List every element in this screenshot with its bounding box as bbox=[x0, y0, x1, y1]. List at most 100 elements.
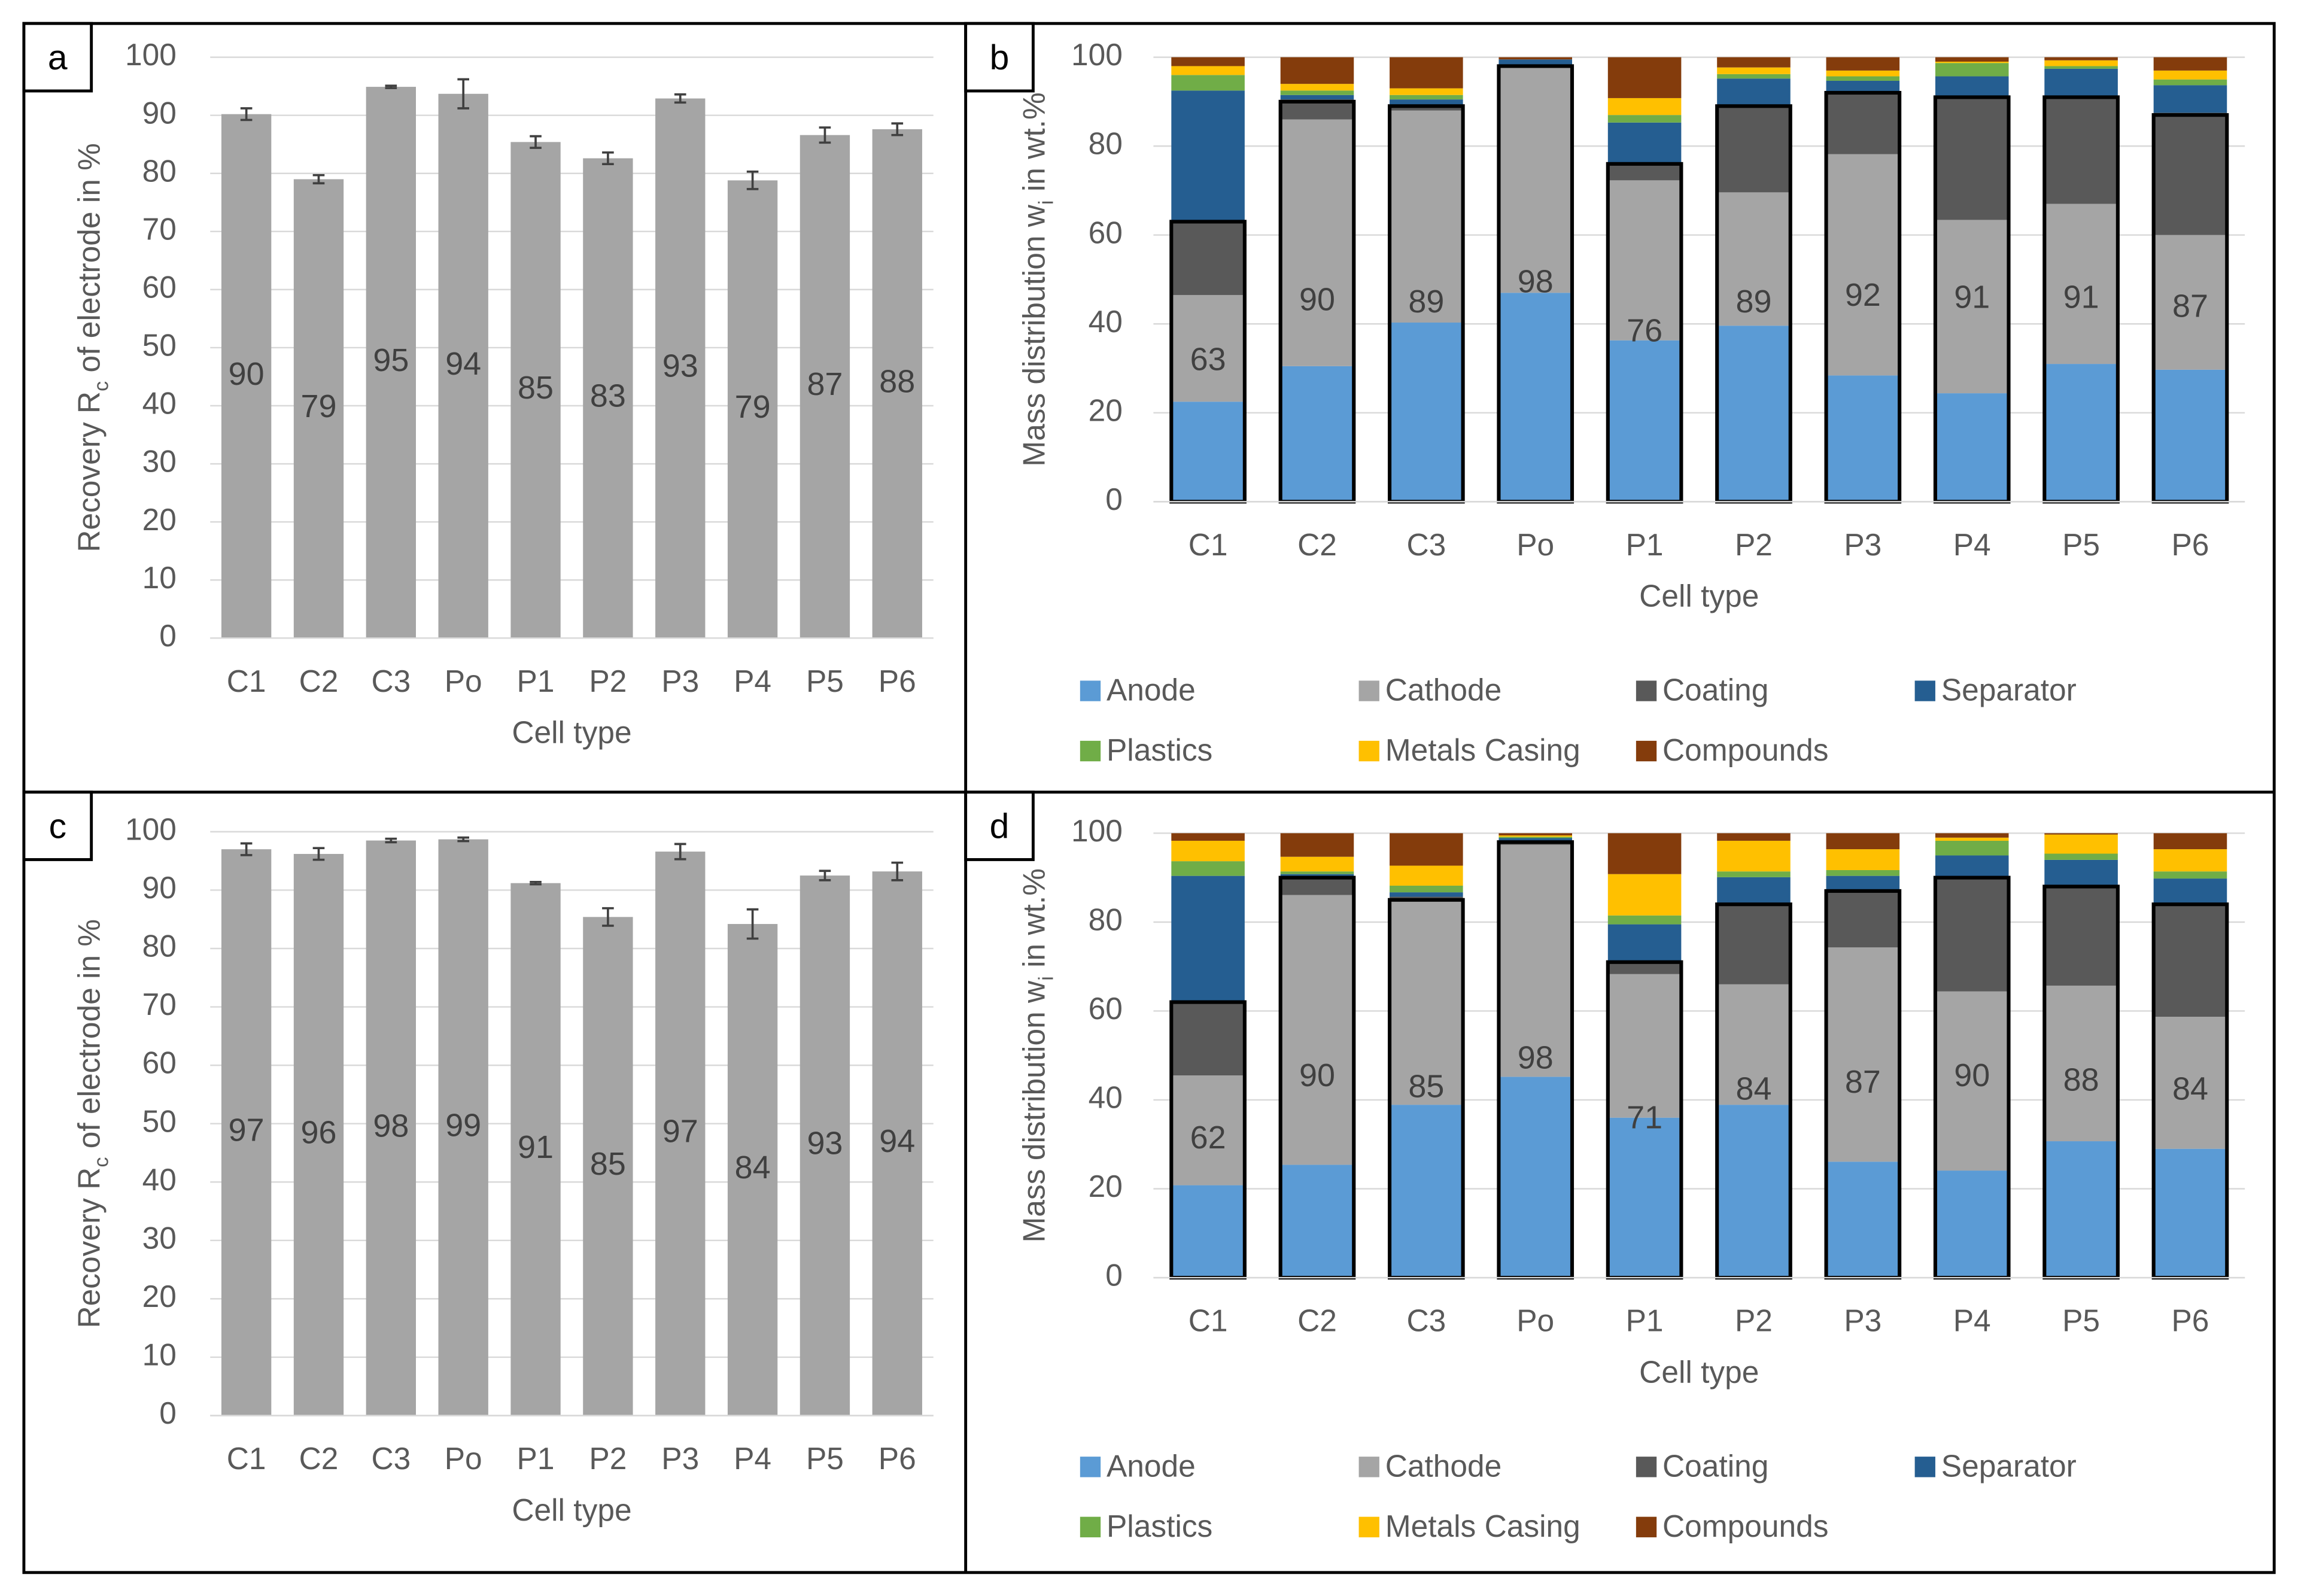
bar-segment bbox=[1171, 57, 1245, 66]
x-tick-label: C2 bbox=[1297, 1303, 1337, 1338]
error-bar bbox=[746, 170, 759, 190]
bar-segment bbox=[1826, 57, 1900, 71]
bar bbox=[438, 93, 488, 639]
x-tick-label: P3 bbox=[1844, 1303, 1881, 1338]
bar-segment bbox=[1826, 849, 1900, 870]
bar-segment bbox=[1607, 165, 1682, 181]
bar-segment bbox=[1826, 870, 1900, 876]
legend-swatch bbox=[1636, 1457, 1657, 1478]
y-tick-label: 20 bbox=[1089, 1169, 1123, 1203]
bar-segment bbox=[1171, 90, 1245, 222]
y-axis-label: Mass distribution wi in wt.% bbox=[1016, 868, 1057, 1242]
bar bbox=[438, 839, 488, 1416]
bar-segment bbox=[1280, 90, 1354, 95]
bar bbox=[510, 883, 561, 1416]
bar-segment bbox=[2153, 57, 2227, 71]
y-axis-label-part: c bbox=[90, 1157, 113, 1168]
bar-segment bbox=[1171, 875, 1245, 1002]
y-tick-label: 20 bbox=[1089, 393, 1123, 427]
x-tick-label: C3 bbox=[1406, 1303, 1446, 1338]
bar-segment bbox=[1390, 57, 1463, 89]
total-label: 91 bbox=[2063, 279, 2099, 315]
total-label: 90 bbox=[1954, 1057, 1990, 1093]
bar-segment bbox=[1390, 99, 1463, 107]
bar-segment bbox=[1390, 95, 1463, 100]
legend-label: Separator bbox=[1941, 673, 2077, 707]
data-label: 97 bbox=[662, 1114, 698, 1150]
bar-segment bbox=[1390, 323, 1463, 502]
data-label: 98 bbox=[373, 1108, 409, 1144]
total-label: 90 bbox=[1299, 1057, 1335, 1093]
x-tick-label: P3 bbox=[661, 664, 699, 698]
data-label: 79 bbox=[301, 388, 337, 424]
legend-label: Anode bbox=[1107, 1448, 1196, 1483]
bar bbox=[366, 87, 417, 639]
bar-segment bbox=[2044, 886, 2118, 986]
legend-label: Metals Casing bbox=[1385, 732, 1580, 767]
bar-segment bbox=[1390, 110, 1463, 323]
bar bbox=[293, 179, 344, 639]
bar-segment bbox=[2153, 849, 2227, 872]
bar-segment bbox=[1280, 119, 1354, 366]
bar-segment bbox=[1935, 393, 2009, 502]
bar-segment bbox=[1935, 57, 2009, 62]
x-tick-label: P5 bbox=[2062, 1303, 2100, 1338]
x-tick-label: P4 bbox=[1953, 527, 1991, 562]
bar-segment bbox=[1935, 62, 2009, 63]
data-label: 83 bbox=[590, 378, 626, 414]
y-tick-label: 0 bbox=[1105, 482, 1123, 516]
bar-segment bbox=[1826, 947, 1900, 1162]
legend-swatch bbox=[1914, 1457, 1935, 1478]
x-tick-label: P6 bbox=[879, 664, 916, 698]
legend-label: Plastics bbox=[1107, 732, 1212, 767]
bar-segment bbox=[1935, 63, 2009, 77]
bar-segment bbox=[1826, 375, 1900, 502]
legend-swatch bbox=[1636, 1516, 1657, 1537]
total-label: 63 bbox=[1190, 342, 1226, 378]
bar-segment bbox=[2153, 878, 2227, 904]
bar-segment bbox=[1171, 1075, 1245, 1185]
bar-segment bbox=[1607, 180, 1682, 341]
bar-segment bbox=[1171, 402, 1245, 502]
x-tick-label: P5 bbox=[806, 664, 844, 698]
bar-segment bbox=[1826, 890, 1900, 948]
data-label: 91 bbox=[518, 1129, 554, 1165]
bar-segment bbox=[1826, 94, 1900, 154]
x-tick-label: Po bbox=[445, 664, 482, 698]
x-tick-label: C3 bbox=[371, 1441, 411, 1476]
bar-segment bbox=[1390, 885, 1463, 893]
bar-segment bbox=[1935, 991, 2009, 1171]
error-bar bbox=[385, 84, 397, 89]
y-tick-label: 20 bbox=[142, 502, 177, 537]
error-bar bbox=[312, 174, 325, 185]
bar-segment bbox=[1280, 95, 1354, 100]
x-tick-label: P4 bbox=[734, 1441, 771, 1476]
bar-segment bbox=[1280, 895, 1354, 1165]
bar-segment bbox=[1280, 57, 1354, 84]
bar bbox=[727, 180, 778, 639]
panel-letter: b bbox=[990, 38, 1010, 77]
legend-label: Separator bbox=[1941, 1448, 2077, 1483]
y-tick-label: 0 bbox=[1105, 1258, 1123, 1293]
bar-segment bbox=[1607, 960, 1682, 974]
bar-segment bbox=[1935, 98, 2009, 220]
bar bbox=[872, 129, 922, 639]
bar-segment bbox=[1498, 59, 1572, 66]
y-tick-label: 100 bbox=[1071, 813, 1123, 848]
bar-segment bbox=[1280, 1165, 1354, 1278]
bar-segment bbox=[1171, 840, 1245, 862]
legend-swatch bbox=[1358, 1457, 1379, 1478]
bar-segment bbox=[1607, 340, 1682, 502]
bar-segment bbox=[1607, 1117, 1682, 1278]
data-label: 79 bbox=[735, 389, 771, 425]
x-tick-label: C2 bbox=[299, 1441, 339, 1476]
bar-segment bbox=[1607, 833, 1682, 874]
legend-swatch bbox=[1636, 680, 1657, 701]
y-axis-label: Recovery Rc of electrode in % bbox=[71, 919, 113, 1329]
bar-segment bbox=[1935, 837, 2009, 841]
y-axis-label-part: of electrode in % bbox=[71, 919, 106, 1157]
bar-segment bbox=[2044, 98, 2118, 204]
bar bbox=[510, 142, 561, 639]
bar-segment bbox=[1390, 865, 1463, 886]
data-label: 95 bbox=[373, 342, 409, 378]
